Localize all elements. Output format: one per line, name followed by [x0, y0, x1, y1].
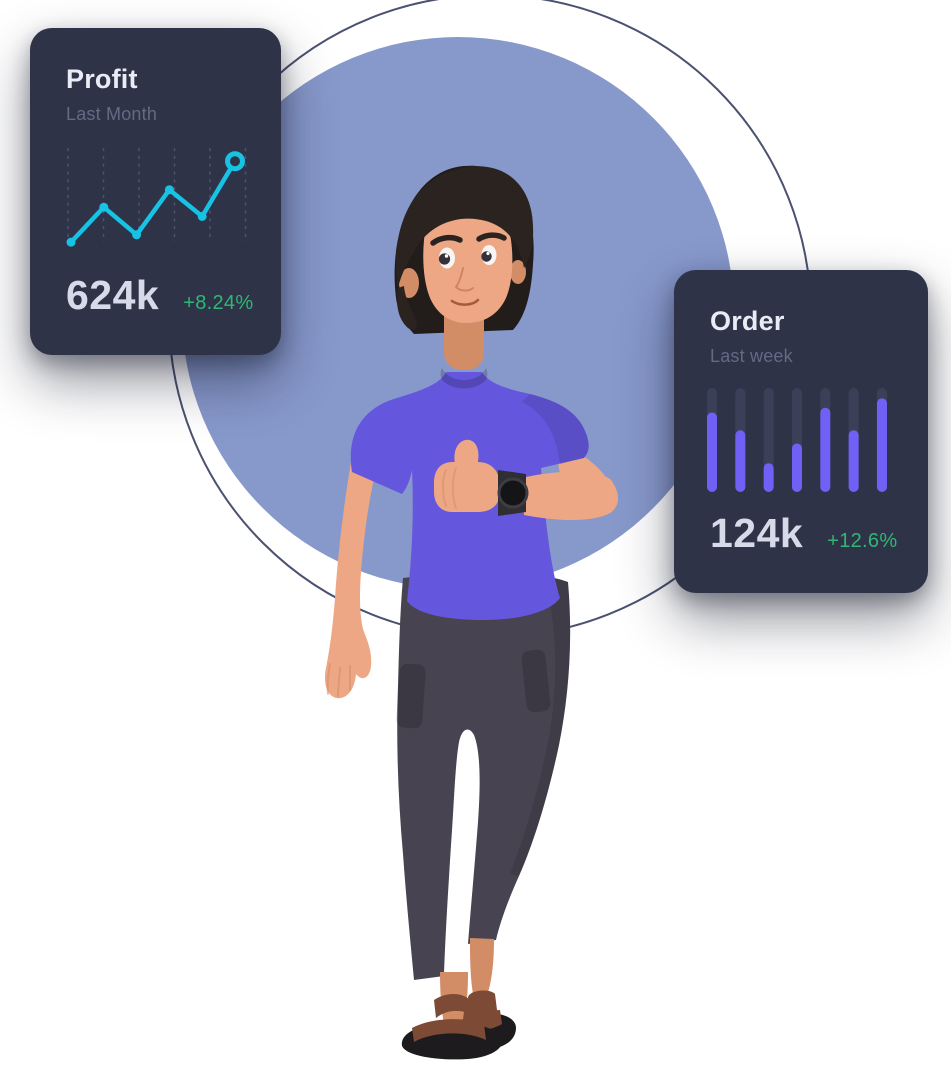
nose-line	[454, 267, 474, 292]
character-fist	[434, 462, 500, 512]
hand-finger-lines	[326, 663, 351, 697]
tshirt-collar	[440, 368, 488, 389]
character-illustration	[324, 165, 618, 1060]
eye-iris-right	[481, 251, 492, 262]
order-card-title: Order	[710, 306, 785, 336]
pants-shading	[510, 578, 571, 876]
mouth-line	[450, 298, 480, 306]
order-bar-chart	[707, 388, 887, 492]
profit-card-subtitle: Last Month	[66, 104, 158, 124]
profit-card: Profit Last Month 624k +8.24%	[30, 28, 281, 355]
character-ankle-back	[470, 938, 494, 996]
character-hair-fringe	[396, 166, 534, 288]
order-card: Order Last week 124k +12.6%	[674, 270, 928, 593]
character-ear-right	[510, 260, 526, 284]
profit-value: 624k	[66, 272, 160, 318]
fist-knuckle-lines	[442, 467, 457, 509]
order-change-badge: +12.6%	[827, 530, 898, 552]
tshirt-shading	[522, 394, 589, 464]
eye-glint-right	[486, 251, 490, 256]
eyebrow-left	[430, 234, 463, 246]
character-pants	[397, 572, 571, 980]
order-card-subtitle: Last week	[710, 346, 793, 366]
profit-line-chart	[66, 148, 247, 247]
profit-card-stat: 624k +8.24%	[66, 272, 253, 319]
watch-face	[497, 477, 529, 509]
cargo-pocket-left	[396, 663, 426, 729]
cargo-pocket-right	[521, 649, 551, 713]
character-arm-hanging	[324, 452, 377, 699]
profit-change-badge: +8.24%	[183, 292, 254, 314]
eye-iris-left	[438, 253, 451, 265]
order-card-stat: 124k +12.6%	[710, 510, 897, 557]
sandal-front-band	[412, 1019, 486, 1042]
sandal-front-strap	[434, 994, 474, 1018]
character-forearm	[521, 471, 618, 521]
character-thumb-up	[454, 439, 479, 476]
eyebrow-right	[476, 232, 507, 242]
profit-card-title: Profit	[66, 64, 138, 94]
order-value: 124k	[710, 510, 804, 556]
character-hair-sidelock	[397, 286, 418, 331]
eye-glint-left	[444, 254, 449, 258]
